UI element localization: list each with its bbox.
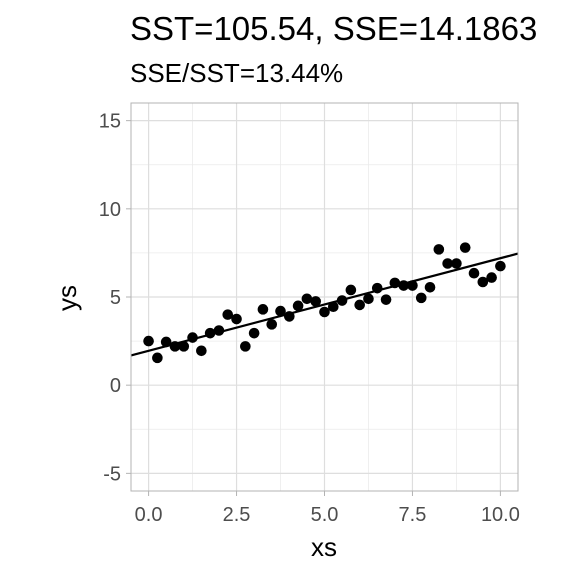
data-point	[336, 295, 348, 306]
data-point	[433, 244, 445, 255]
data-point	[292, 300, 304, 312]
data-point	[442, 258, 453, 269]
data-point	[327, 301, 339, 313]
data-point	[398, 280, 409, 291]
data-point	[310, 296, 322, 307]
data-point	[477, 276, 489, 288]
x-tick-label: 10.0	[481, 504, 520, 526]
major-gridlines	[131, 103, 518, 491]
data-point	[248, 327, 260, 339]
data-point	[231, 313, 242, 325]
data-point	[240, 341, 251, 352]
data-point	[275, 305, 286, 317]
data-points	[143, 242, 506, 364]
data-point	[301, 293, 313, 305]
data-point	[169, 341, 181, 352]
data-point	[222, 309, 234, 320]
data-point	[345, 284, 357, 296]
data-point	[354, 299, 365, 311]
data-point	[389, 277, 401, 289]
x-tick-label: 7.5	[399, 504, 427, 526]
y-tick-label: 10	[99, 199, 121, 221]
data-point	[266, 319, 278, 330]
data-point	[143, 335, 154, 347]
data-point	[284, 311, 295, 322]
data-point	[468, 267, 480, 279]
data-point	[257, 304, 269, 315]
data-point	[371, 282, 383, 294]
y-tick-label: 5	[110, 287, 121, 309]
x-tick-label: 2.5	[223, 504, 251, 526]
y-tick-label: -5	[103, 463, 121, 485]
data-point	[415, 292, 427, 304]
data-point	[152, 352, 163, 364]
y-axis-title: ys	[52, 285, 82, 311]
data-point	[363, 293, 374, 305]
chart-subtitle: SSE/SST=13.44%	[130, 58, 343, 88]
y-tick-label: 15	[99, 111, 121, 133]
y-axis-ticks: -5 0 5 10 15	[99, 111, 131, 485]
chart-title: SST=105.54, SSE=14.1863	[130, 10, 537, 47]
data-point	[486, 272, 497, 283]
x-axis-ticks: 0.0 2.5 5.0 7.5 10.0	[135, 491, 520, 526]
data-point	[459, 242, 471, 253]
data-point	[204, 327, 216, 339]
data-point	[178, 341, 190, 352]
x-tick-label: 0.0	[135, 504, 163, 526]
x-axis-title: xs	[311, 532, 337, 562]
data-point	[495, 260, 506, 272]
data-point	[196, 345, 207, 357]
data-point	[213, 325, 225, 336]
data-point	[424, 282, 436, 293]
data-point	[160, 336, 172, 348]
data-point	[187, 332, 198, 343]
x-tick-label: 5.0	[311, 504, 339, 526]
data-point	[380, 294, 392, 305]
data-point	[319, 306, 330, 318]
data-point	[451, 258, 462, 269]
data-point	[407, 280, 418, 291]
y-tick-label: 0	[110, 375, 121, 397]
